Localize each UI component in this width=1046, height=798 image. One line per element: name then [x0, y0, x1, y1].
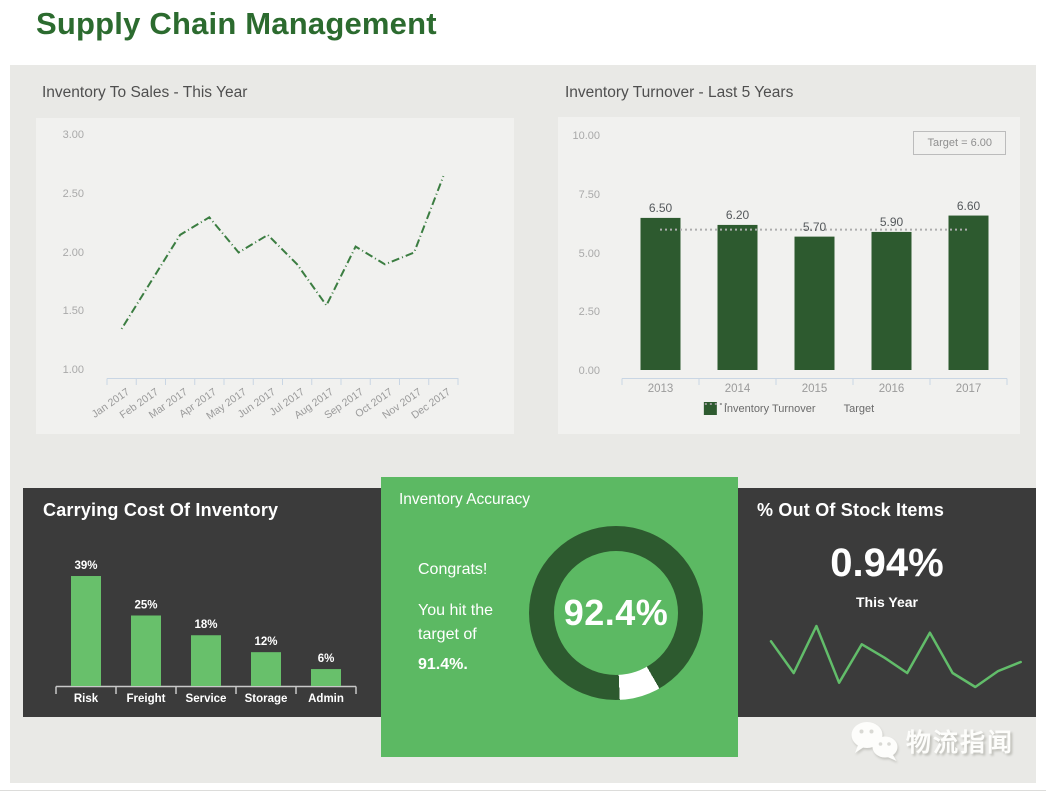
- sparkline-canvas[interactable]: [738, 488, 1036, 717]
- x-tick-label: 2014: [724, 383, 751, 395]
- turnover-bar[interactable]: [871, 231, 912, 370]
- cost-bar[interactable]: [251, 652, 281, 686]
- y-tick-label: 7.50: [578, 188, 600, 201]
- line-chart-canvas[interactable]: [36, 118, 514, 434]
- inventory-to-sales-line[interactable]: [120, 175, 445, 330]
- cost-chart-canvas[interactable]: 39% Risk 25% Freight 18% Service 12% Storage 6% A…: [23, 488, 381, 717]
- congrats-text: Congrats!: [418, 561, 488, 578]
- message-line-1: You hit the: [418, 602, 494, 619]
- out-of-stock-period: This Year: [855, 594, 918, 610]
- cost-bar[interactable]: [131, 615, 161, 687]
- inventory-accuracy-card: Inventory Accuracy Congrats! You hit the…: [381, 477, 738, 757]
- legend-label-inventory-turnover[interactable]: Inventory Turnover: [723, 402, 816, 415]
- legend-label-target[interactable]: Target: [843, 402, 875, 415]
- legend-swatch-inventory-turnover: [703, 402, 717, 415]
- wechat-icon: [851, 722, 898, 761]
- accuracy-donut-chart[interactable]: 92.4%: [529, 526, 703, 700]
- cost-bar[interactable]: [191, 635, 221, 686]
- y-tick-label: 10.00: [572, 130, 600, 142]
- y-tick-label: 2.50: [578, 306, 600, 319]
- bar-value-label: 12%: [254, 636, 277, 648]
- y-tick-label: 1.50: [62, 305, 84, 318]
- x-axis: [55, 685, 357, 694]
- y-tick-label: 3.00: [62, 129, 84, 141]
- y-tick-label: 1.00: [62, 364, 84, 376]
- x-tick-label: Admin: [308, 693, 344, 705]
- out-of-stock-title: % Out Of Stock Items: [757, 500, 945, 520]
- cost-bar[interactable]: [311, 669, 341, 686]
- x-tick-label: Risk: [74, 693, 99, 705]
- page-title: Supply Chain Management: [36, 6, 437, 41]
- x-tick-label: Service: [186, 693, 227, 705]
- x-tick-label: Storage: [245, 693, 288, 705]
- inventory-to-sales-chart[interactable]: 3.00 2.50 2.00 1.50 1.00 Jan 2017 Feb 2017 Mar …: [36, 118, 514, 434]
- bar-value-label: 5.90: [879, 214, 904, 229]
- turnover-bar[interactable]: [640, 217, 681, 370]
- donut-hole: 92.4%: [554, 551, 678, 675]
- x-axis: [106, 378, 459, 385]
- bar-value-label: 39%: [74, 560, 97, 572]
- y-tick-label: 0.00: [578, 365, 600, 377]
- bar-chart-canvas[interactable]: [558, 117, 1020, 434]
- inventory-accuracy-title: Inventory Accuracy: [399, 491, 530, 508]
- y-tick-label: 2.00: [62, 246, 84, 259]
- chart-legend: Inventory Turnover Target: [703, 402, 875, 415]
- x-tick-label: 2013: [647, 383, 674, 395]
- carrying-cost-panel: Carrying Cost Of Inventory 39% Risk 25% Fre…: [23, 488, 381, 717]
- bar-value-label: 25%: [134, 600, 157, 612]
- carrying-cost-title: Carrying Cost Of Inventory: [43, 500, 279, 520]
- target-annotation: Target = 6.00: [913, 131, 1006, 155]
- dashboard-panel: Inventory To Sales - This Year 3.00 2.50 2…: [10, 65, 1036, 783]
- inventory-turnover-title: Inventory Turnover - Last 5 Years: [565, 84, 794, 101]
- x-tick-label: 2015: [801, 383, 828, 395]
- bar-value-label: 18%: [194, 619, 217, 631]
- inventory-to-sales-title: Inventory To Sales - This Year: [42, 84, 248, 101]
- x-tick-label: 2017: [955, 383, 982, 395]
- out-of-stock-panel: % Out Of Stock Items 0.94% This Year: [738, 488, 1036, 717]
- x-tick-label: Freight: [127, 693, 166, 705]
- x-axis: [621, 378, 1008, 385]
- y-tick-label: 5.00: [578, 247, 600, 260]
- inventory-turnover-chart[interactable]: Target = 6.00 Inventory Turnover Target …: [558, 117, 1020, 434]
- watermark: 物流指闻: [850, 720, 1014, 762]
- x-tick-label: 2016: [878, 383, 905, 395]
- turnover-bar[interactable]: [794, 236, 835, 370]
- bar-value-label: 5.70: [802, 219, 827, 234]
- message-line-2: target of: [418, 626, 477, 643]
- bottom-divider: [0, 790, 1046, 791]
- bar-value-label: 6.60: [956, 198, 981, 213]
- turnover-bar[interactable]: [717, 224, 758, 370]
- bar-value-label: 6%: [318, 653, 335, 665]
- out-of-stock-value: 0.94%: [830, 541, 944, 585]
- watermark-text: 物流指闻: [906, 729, 1015, 757]
- target-value-text: 91.4%.: [418, 656, 468, 673]
- accuracy-value: 92.4%: [563, 592, 669, 633]
- cost-bar[interactable]: [71, 576, 101, 686]
- y-tick-label: 2.50: [62, 187, 84, 200]
- bar-value-label: 6.50: [648, 200, 673, 215]
- legend-dotted-line: [704, 403, 729, 405]
- out-of-stock-sparkline: [769, 624, 1022, 689]
- turnover-bar[interactable]: [948, 215, 989, 370]
- bar-value-label: 6.20: [725, 207, 750, 222]
